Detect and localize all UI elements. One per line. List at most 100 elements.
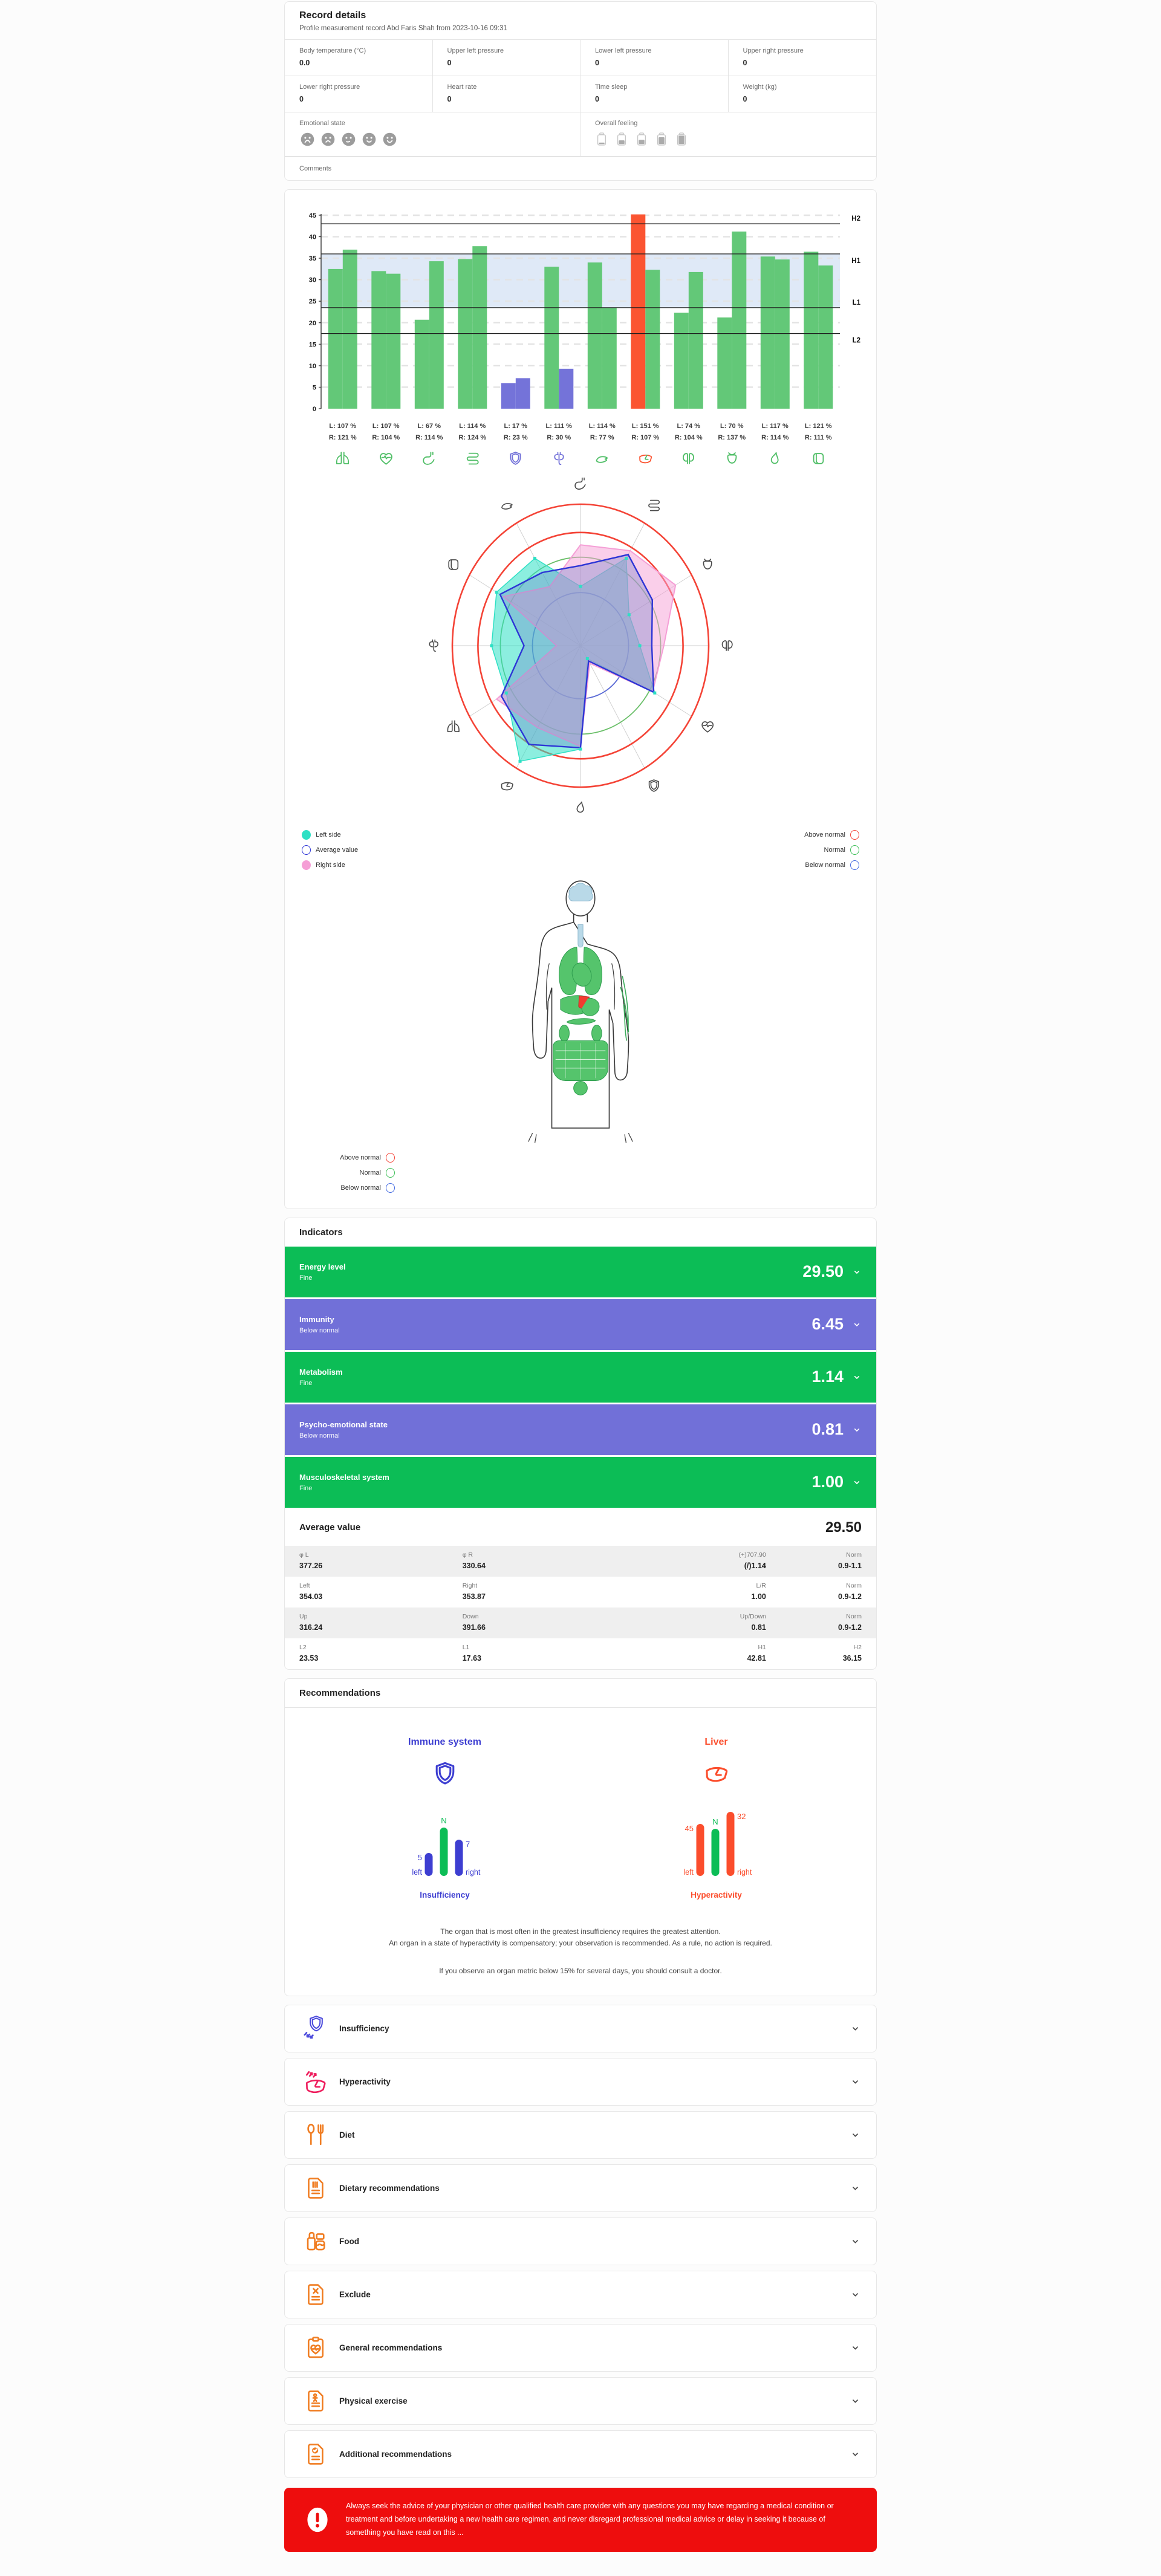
record-field[interactable]: Weight (kg) 0 [728,76,876,112]
bar-bladder-right[interactable] [732,232,747,409]
bar-pancreas-left[interactable] [587,262,602,409]
left-pct: L: 151 % [631,423,659,430]
chevron-down-icon [854,1270,860,1274]
face-happy-icon[interactable] [382,131,398,148]
stomach-icon [574,477,586,490]
bladder-organ [573,1080,588,1095]
bar-stomach-right[interactable] [429,261,444,409]
bar-lungs-left[interactable] [328,268,343,409]
legend-item: Below normal [304,1183,395,1193]
record-field[interactable]: Lower right pressure 0 [285,76,433,112]
indicator-row-immunity[interactable]: Immunity Below normal 6.45 [285,1299,876,1350]
battery-18-icon[interactable] [595,131,608,148]
bar-kidneys-left[interactable] [674,313,689,409]
disclaimer-text: Always seek the advice of your physician… [346,2501,834,2537]
record-field[interactable]: Upper right pressure 0 [728,40,876,76]
record-field[interactable]: Heart rate 0 [432,76,580,112]
bar-liver-left[interactable] [631,214,646,409]
battery-50-icon[interactable] [635,131,648,148]
chevron-down-icon [853,2240,858,2243]
indicator-row-psycho-emotional-state[interactable]: Psycho-emotional state Below normal 0.81 [285,1404,876,1455]
metric-label: φ L [299,1551,309,1559]
face-neutral-icon[interactable] [340,131,357,148]
legend-item: Normal [304,1167,395,1178]
intestine-icon [466,452,479,464]
metric-value: 391.66 [462,1623,486,1632]
bar-colon-right[interactable] [818,265,833,409]
record-field[interactable]: Lower left pressure 0 [580,40,729,76]
bar-colon-left[interactable] [804,251,819,409]
right-kidney-organ [591,1024,602,1042]
note-line: An organ in a state of hyperactivity is … [389,1939,772,1948]
indicator-row-metabolism[interactable]: Metabolism Fine 1.14 [285,1351,876,1403]
accordion-exclude[interactable]: Exclude [284,2270,877,2318]
accordion-physical-exercise[interactable]: Physical exercise [284,2376,877,2425]
blue-outline-swatch [302,845,311,855]
liver-icon [501,782,513,790]
accordion-general-recommendations[interactable]: General recommendations [284,2323,877,2372]
metric-value: 17.63 [462,1653,481,1663]
indicator-label: Immunity [299,1314,334,1324]
accordion-dietary-recommendations[interactable]: Dietary recommendations [284,2164,877,2212]
bar-heart-left[interactable] [371,271,386,409]
record-details-card: Record details Profile measurement recor… [284,1,877,181]
metric-label: Norm [846,1582,862,1589]
indicator-status: Below normal [299,1326,340,1334]
record-field-value: 0 [447,95,452,103]
accordion-hyperactivity[interactable]: Hyperactivity [284,2057,877,2106]
comments-toggle[interactable]: Comments [299,165,332,172]
bar-immune-system-left[interactable] [501,383,516,409]
face-good-icon[interactable] [361,131,377,148]
bar-thyroid-left[interactable] [544,267,559,409]
indicator-value: 29.50 [802,1262,844,1280]
record-field[interactable]: Body temperature (°C) 0.0 [285,40,433,76]
stomach-icon [423,451,435,465]
bar-bladder-left[interactable] [717,317,732,409]
record-field[interactable]: Upper left pressure 0 [432,40,580,76]
bar-gallbladder-left[interactable] [760,256,775,409]
indicator-row-energy-level[interactable]: Energy level Fine 29.50 [285,1246,876,1297]
lungs-icon [447,719,460,732]
bar-heart-right[interactable] [386,273,401,409]
accordion-food[interactable]: Food [284,2217,877,2265]
normal-band [321,254,840,308]
face-very-sad-icon[interactable] [299,131,316,148]
metrics-cell: Down 391.66 [463,1613,626,1632]
mini-left-value: 45 [685,1824,693,1833]
legend-item: Above normal [304,1152,395,1163]
battery-82-icon[interactable] [655,131,668,148]
chevron-down-icon [853,2080,858,2084]
metrics-cell: φ R 330.64 [463,1551,626,1570]
battery-100-icon[interactable] [675,131,688,148]
recommendation-organ-liver: Liver 45 N 32 left right Hyperactivity [580,1737,852,1900]
battery-45-icon[interactable] [615,131,628,148]
bar-intestine-right[interactable] [472,246,487,409]
trachea-organ [577,924,584,947]
mini-left-value: 5 [417,1853,421,1862]
bar-liver-right[interactable] [645,270,660,409]
bar-lungs-right[interactable] [342,249,357,409]
chevron-down-icon [853,2293,858,2297]
bar-stomach-left[interactable] [414,319,429,409]
right-pct: R: 30 % [547,434,571,442]
metric-value: 23.53 [299,1653,319,1663]
liver-arrows-up-icon [305,2071,326,2094]
bar-thyroid-right[interactable] [559,368,574,409]
metrics-table: φ L 377.26 φ R 330.64 (+)707.90 (/)1.14 Norm 0.… [285,1545,876,1669]
metrics-cell: Left 354.03 [299,1582,463,1601]
indicator-row-musculoskeletal-system[interactable]: Musculoskeletal system Fine 1.00 [285,1456,876,1508]
bar-pancreas-right[interactable] [602,308,617,409]
accordion-diet[interactable]: Diet [284,2110,877,2159]
accordion-insufficiency[interactable]: Insufficiency [284,2004,877,2052]
metrics-cell: Norm 0.9-1.2 [766,1582,862,1601]
record-field[interactable]: Time sleep 0 [580,76,729,112]
face-sad-icon[interactable] [320,131,336,148]
accordion-label: Food [339,2236,359,2246]
indicator-label: Psycho-emotional state [299,1419,388,1429]
accordion-additional-recommendations[interactable]: Additional recommendations [284,2430,877,2478]
bar-gallbladder-right[interactable] [775,259,790,409]
bar-immune-system-right[interactable] [515,378,530,409]
disclaimer-banner: Always seek the advice of your physician… [284,2487,877,2552]
menu-document-icon [308,2178,324,2199]
bar-kidneys-right[interactable] [688,271,703,409]
